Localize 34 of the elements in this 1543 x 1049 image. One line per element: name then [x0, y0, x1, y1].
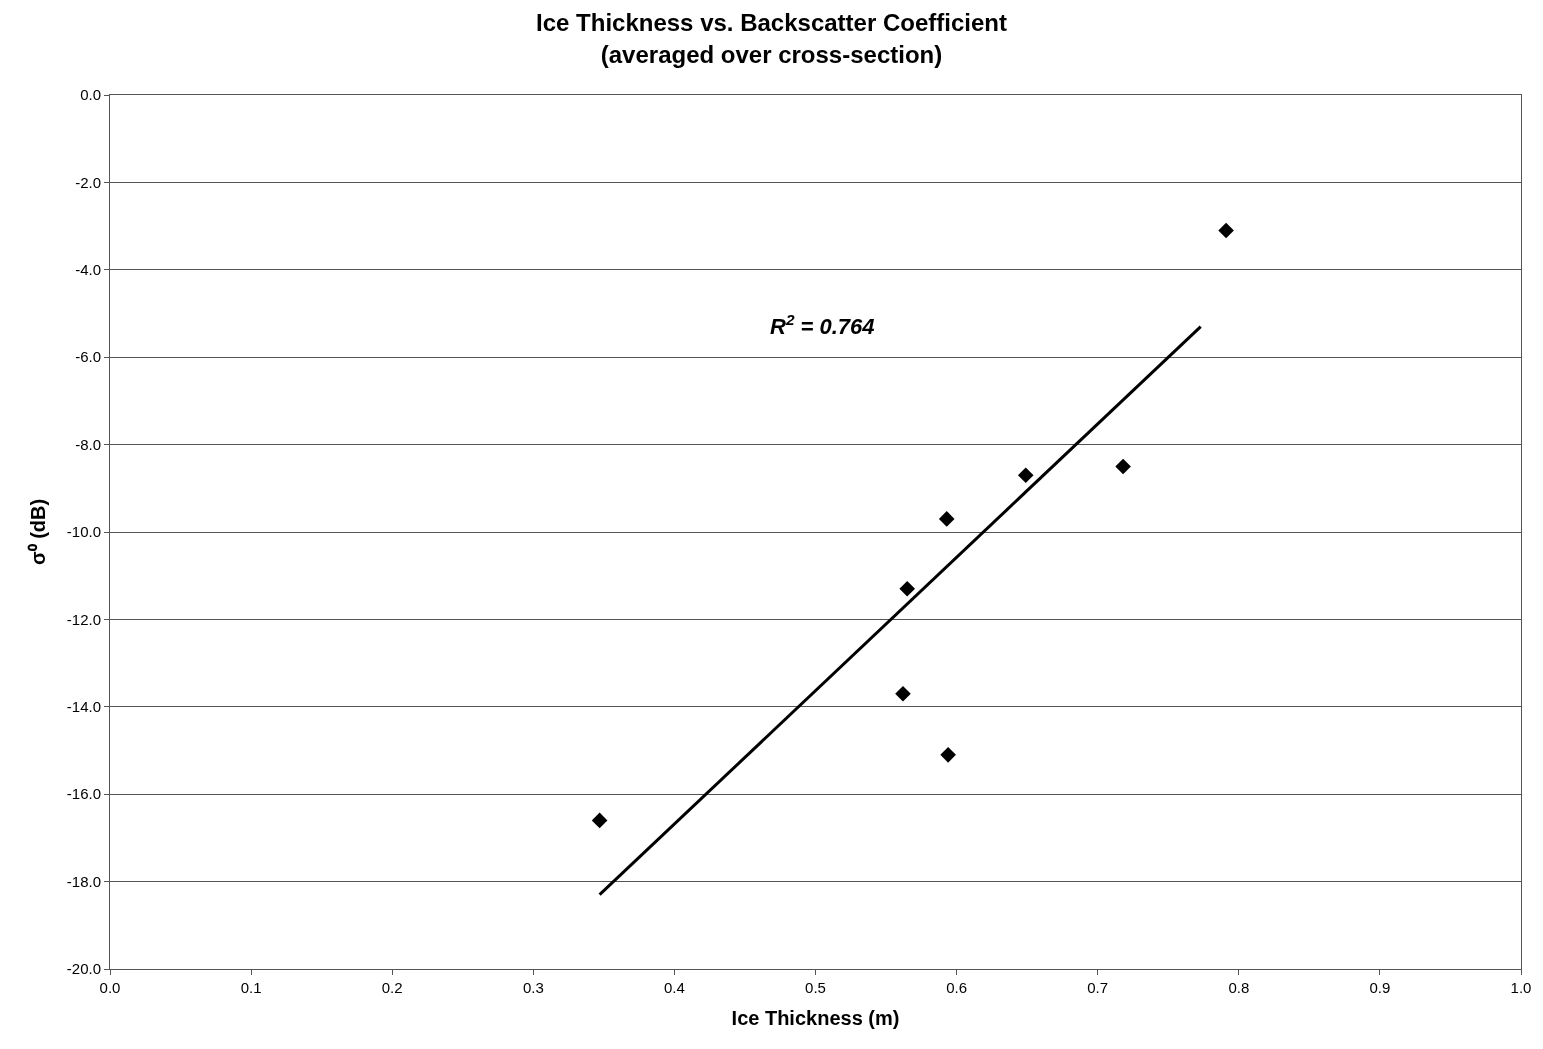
x-tick-label: 0.4	[663, 979, 685, 996]
point	[591, 812, 608, 829]
x-tick-label: 1.0	[1510, 979, 1532, 996]
y-tick-label: -12.0	[66, 610, 101, 628]
x-tick-label: 0.6	[946, 979, 968, 996]
x-tick-label: 0.3	[522, 979, 544, 996]
point	[938, 511, 955, 527]
annotation: R$^{2}$ = 0.764	[770, 311, 875, 340]
y-tick-label: -8.0	[75, 435, 101, 453]
point	[895, 685, 911, 702]
y-tick-label: 0.0	[80, 86, 101, 104]
x-tick-label: 0.1	[240, 979, 262, 996]
y-axis-title: σ⁰ (dB)	[27, 498, 50, 566]
y-tick-label: -6.0	[75, 348, 101, 366]
point	[1017, 467, 1034, 483]
y-tick-label: -14.0	[66, 698, 101, 716]
x-tick-label: 0.8	[1228, 979, 1250, 996]
x-tick-label: 0.2	[381, 979, 403, 996]
y-tick-label: -2.0	[75, 173, 101, 191]
y-tick-label: -18.0	[66, 872, 101, 890]
x-tick-label: 0.7	[1087, 979, 1109, 996]
point	[899, 581, 916, 597]
x-axis-title: Ice Thickness (m)	[731, 1006, 900, 1029]
point	[940, 747, 956, 763]
y-tick-label: -16.0	[66, 785, 101, 803]
x-tick-label: 0.9	[1369, 979, 1391, 996]
x-tick-label: 0.5	[805, 979, 826, 996]
y-tick-label: -4.0	[75, 261, 101, 279]
point	[1115, 458, 1131, 475]
y-tick-label: -20.0	[66, 960, 101, 978]
point	[1218, 222, 1234, 239]
y-tick-label: -10.0	[66, 523, 101, 541]
x-tick-label: 0.0	[99, 979, 121, 996]
chart-title: Ice Thickness vs. Backscatter Coefficient (averaged over cross-section)	[536, 9, 1007, 68]
